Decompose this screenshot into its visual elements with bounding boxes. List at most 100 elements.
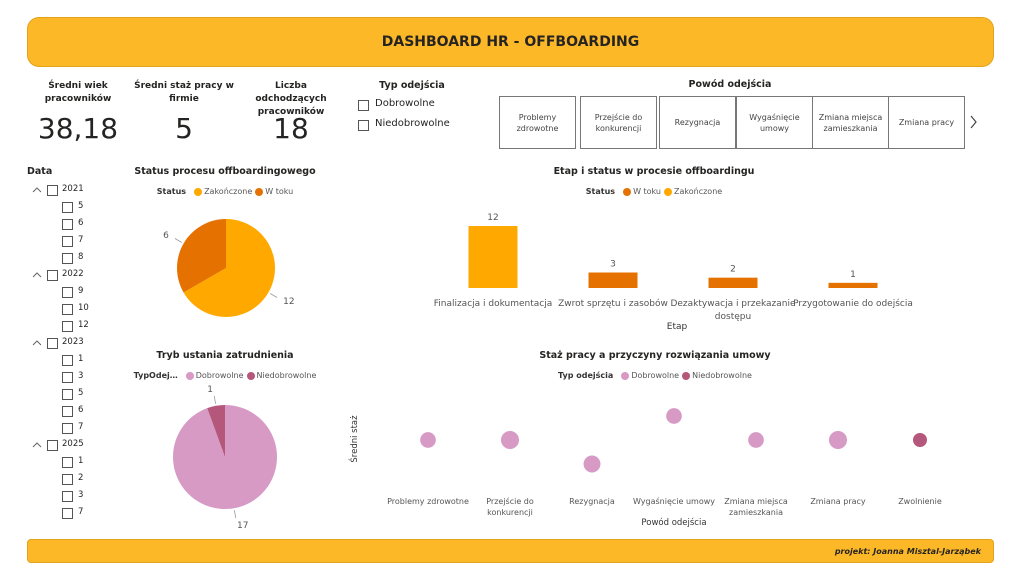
checkbox[interactable] xyxy=(358,120,369,131)
legend-title: Typ odejścia xyxy=(558,371,614,380)
checkbox[interactable] xyxy=(62,474,73,485)
month-option[interactable]: 7 xyxy=(78,235,84,245)
data-label: 12 xyxy=(487,213,498,223)
reason-button[interactable]: Rezygnacja xyxy=(659,96,736,149)
month-option[interactable]: 5 xyxy=(78,201,84,211)
checkbox[interactable] xyxy=(62,406,73,417)
reason-button[interactable]: Przejście do konkurencji xyxy=(580,96,657,149)
checkbox[interactable] xyxy=(47,185,58,196)
legend: Status W toku Zakończone xyxy=(454,187,854,196)
checkbox[interactable] xyxy=(62,491,73,502)
year-option[interactable]: 2021 xyxy=(62,184,84,194)
filter-option[interactable]: Niedobrowolne xyxy=(375,118,450,129)
year-option[interactable]: 2023 xyxy=(62,337,84,347)
reason-button-label: Zmiana miejsca zamieszkania xyxy=(818,112,883,133)
month-option[interactable]: 8 xyxy=(78,252,84,262)
leader-line xyxy=(233,510,237,519)
checkbox[interactable] xyxy=(62,202,73,213)
legend-swatch xyxy=(185,371,194,380)
pie-slice xyxy=(207,405,225,457)
scroll-chevron xyxy=(970,115,977,129)
checkbox[interactable] xyxy=(62,287,73,298)
year-option[interactable]: 2022 xyxy=(62,269,84,279)
x-tick-label: Problemy zdrowotne xyxy=(387,497,469,506)
footer: projekt: Joanna Misztal-Jarząbek xyxy=(27,539,994,563)
checkbox[interactable] xyxy=(62,508,73,519)
expand-chevron xyxy=(32,187,42,193)
kpi-label: Średni staż pracy w firmie xyxy=(134,81,234,104)
legend-title: Status xyxy=(156,187,187,196)
bubble xyxy=(666,408,682,424)
year-option[interactable]: 2025 xyxy=(62,439,84,449)
month-option[interactable]: 7 xyxy=(78,422,84,432)
checkbox[interactable] xyxy=(62,389,73,400)
footer-text: projekt: Joanna Misztal-Jarząbek xyxy=(834,546,981,556)
month-option[interactable]: 3 xyxy=(78,490,84,500)
data-label: 6 xyxy=(163,231,169,241)
leader-line xyxy=(174,238,183,243)
month-option[interactable]: 1 xyxy=(78,456,84,466)
bubble xyxy=(420,432,436,448)
reason-button[interactable]: Zmiana miejsca zamieszkania xyxy=(812,96,889,149)
legend-label: Dobrowolne xyxy=(195,371,244,380)
checkbox[interactable] xyxy=(62,355,73,366)
reason-button-label: Przejście do konkurencji xyxy=(594,112,643,133)
slicer-title: Data xyxy=(27,166,53,177)
reason-button-label: Zmiana pracy xyxy=(898,118,955,127)
kpi-label: Liczba odchodzących pracowników xyxy=(255,81,327,117)
month-option[interactable]: 6 xyxy=(78,405,84,415)
x-tick-label: Finalizacja i dokumentacja xyxy=(433,299,553,309)
month-option[interactable]: 10 xyxy=(78,303,89,313)
x-tick-label: Przejście do konkurencji xyxy=(486,497,534,517)
kpi-value: 18 xyxy=(273,112,309,145)
filter-option[interactable]: Dobrowolne xyxy=(375,98,435,109)
leader-line xyxy=(213,395,217,404)
legend-label: Zakończone xyxy=(204,187,253,196)
checkbox[interactable] xyxy=(62,304,73,315)
legend-swatch xyxy=(623,187,632,196)
checkbox[interactable] xyxy=(62,321,73,332)
reason-button[interactable]: Wygaśnięcie umowy xyxy=(736,96,813,149)
checkbox[interactable] xyxy=(47,270,58,281)
month-option[interactable]: 12 xyxy=(78,320,89,330)
bubble xyxy=(829,431,847,449)
header-title: DASHBOARD HR - OFFBOARDING xyxy=(381,34,640,50)
checkbox[interactable] xyxy=(47,440,58,451)
expand-chevron xyxy=(32,442,42,448)
checkbox[interactable] xyxy=(62,372,73,383)
checkbox[interactable] xyxy=(62,457,73,468)
reason-button[interactable]: Problemy zdrowotne xyxy=(499,96,576,149)
legend-label: W toku xyxy=(265,187,294,196)
month-option[interactable]: 3 xyxy=(78,371,84,381)
checkbox[interactable] xyxy=(62,219,73,230)
bubble xyxy=(583,455,601,473)
pie-slice xyxy=(173,404,278,510)
legend-label: Niedobrowolne xyxy=(692,371,752,380)
x-tick-label: Zwrot sprzętu i zasobów xyxy=(558,299,668,309)
chart-title: Etap i status w procesie offboardingu xyxy=(553,166,755,177)
month-option[interactable]: 1 xyxy=(78,354,84,364)
month-option[interactable]: 5 xyxy=(78,388,84,398)
bar xyxy=(588,272,638,288)
month-option[interactable]: 6 xyxy=(78,218,84,228)
legend-label: Dobrowolne xyxy=(631,371,680,380)
data-label: 3 xyxy=(610,260,616,270)
pie-slice xyxy=(183,219,275,317)
data-label: 17 xyxy=(237,521,248,531)
checkbox[interactable] xyxy=(62,253,73,264)
checkbox[interactable] xyxy=(47,338,58,349)
checkbox[interactable] xyxy=(358,100,369,111)
month-option[interactable]: 7 xyxy=(78,507,84,517)
month-option[interactable]: 2 xyxy=(78,473,84,483)
reason-button-label: Problemy zdrowotne xyxy=(516,112,559,133)
checkbox[interactable] xyxy=(62,236,73,247)
legend-swatch xyxy=(664,187,673,196)
reason-button-label: Rezygnacja xyxy=(674,118,721,127)
x-axis-title: Powód odejścia xyxy=(641,518,707,528)
month-option[interactable]: 9 xyxy=(78,286,84,296)
reason-button[interactable]: Zmiana pracy xyxy=(888,96,965,149)
checkbox[interactable] xyxy=(62,423,73,434)
x-tick-label: Wygaśnięcie umowy xyxy=(633,497,715,506)
